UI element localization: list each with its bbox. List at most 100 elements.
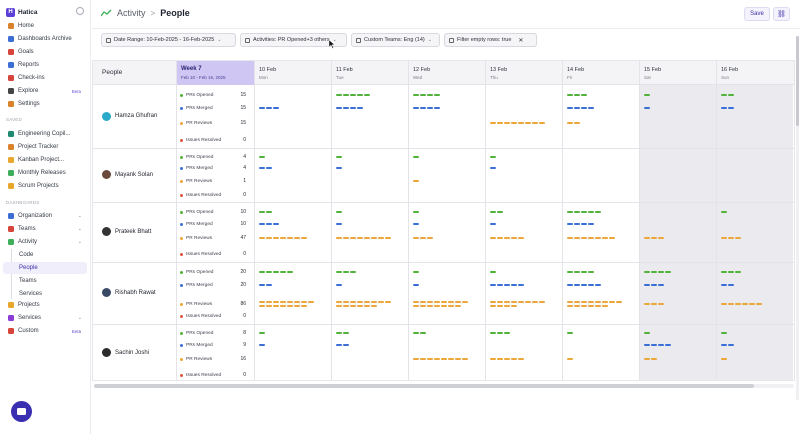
- activity-segment[interactable]: [490, 122, 496, 125]
- activity-segment[interactable]: [574, 223, 580, 226]
- activity-segment[interactable]: [266, 167, 272, 170]
- activity-segment[interactable]: [735, 237, 741, 240]
- activity-segment[interactable]: [588, 223, 594, 226]
- activity-segment[interactable]: [378, 301, 384, 304]
- activity-segment[interactable]: [567, 94, 573, 97]
- activity-segment[interactable]: [420, 305, 426, 308]
- activity-segment[interactable]: [588, 305, 594, 308]
- activity-segment[interactable]: [427, 301, 433, 304]
- activity-segment[interactable]: [504, 358, 510, 361]
- activity-segment[interactable]: [301, 301, 307, 304]
- activity-segment[interactable]: [721, 332, 727, 335]
- activity-segment[interactable]: [574, 211, 580, 214]
- activity-segment[interactable]: [413, 223, 419, 226]
- activity-segment[interactable]: [581, 271, 587, 274]
- activity-segment[interactable]: [434, 305, 440, 308]
- activity-segment[interactable]: [280, 301, 286, 304]
- activity-segment[interactable]: [490, 156, 496, 159]
- activity-segment[interactable]: [413, 284, 419, 287]
- activity-segment[interactable]: [259, 107, 265, 110]
- sidebar-item-goals[interactable]: Goals: [3, 46, 87, 58]
- activity-segment[interactable]: [378, 237, 384, 240]
- activity-segment[interactable]: [721, 344, 727, 347]
- activity-segment[interactable]: [588, 301, 594, 304]
- sidebar-item-home[interactable]: Home: [3, 20, 87, 32]
- activity-segment[interactable]: [427, 358, 433, 361]
- activity-segment[interactable]: [448, 305, 454, 308]
- activity-segment[interactable]: [420, 358, 426, 361]
- activity-segment[interactable]: [574, 107, 580, 110]
- activity-segment[interactable]: [490, 332, 496, 335]
- activity-segment[interactable]: [273, 237, 279, 240]
- activity-segment[interactable]: [280, 237, 286, 240]
- activity-segment[interactable]: [588, 107, 594, 110]
- activity-segment[interactable]: [343, 332, 349, 335]
- activity-segment[interactable]: [413, 358, 419, 361]
- activity-segment[interactable]: [497, 122, 503, 125]
- activity-segment[interactable]: [273, 107, 279, 110]
- activity-segment[interactable]: [371, 301, 377, 304]
- activity-segment[interactable]: [259, 344, 265, 347]
- activity-segment[interactable]: [525, 122, 531, 125]
- brand[interactable]: H Hatica: [6, 6, 38, 18]
- sidebar-item-dashboards-archive[interactable]: Dashboards Archive: [3, 33, 87, 45]
- activity-segment[interactable]: [728, 284, 734, 287]
- activity-segment[interactable]: [413, 180, 419, 183]
- activity-segment[interactable]: [490, 301, 496, 304]
- activity-segment[interactable]: [721, 107, 727, 110]
- activity-segment[interactable]: [532, 301, 538, 304]
- activity-segment[interactable]: [336, 271, 342, 274]
- activity-segment[interactable]: [511, 122, 517, 125]
- activity-segment[interactable]: [511, 301, 517, 304]
- sidebar-item-project-tracker[interactable]: Project Tracker: [3, 141, 87, 153]
- sidebar-item-kanban-project[interactable]: Kanban Project...: [3, 154, 87, 166]
- activity-segment[interactable]: [259, 167, 265, 170]
- activity-segment[interactable]: [413, 237, 419, 240]
- activity-segment[interactable]: [427, 94, 433, 97]
- sidebar-item-custom[interactable]: Custom Beta ⌄: [3, 325, 87, 337]
- activity-segment[interactable]: [567, 301, 573, 304]
- activity-segment[interactable]: [294, 305, 300, 308]
- activity-segment[interactable]: [294, 237, 300, 240]
- activity-segment[interactable]: [728, 271, 734, 274]
- breadcrumb-activity[interactable]: Activity: [117, 8, 146, 18]
- activity-segment[interactable]: [581, 237, 587, 240]
- activity-segment[interactable]: [574, 301, 580, 304]
- activity-segment[interactable]: [602, 237, 608, 240]
- activity-segment[interactable]: [658, 303, 664, 306]
- activity-segment[interactable]: [287, 237, 293, 240]
- sidebar-item-activity[interactable]: Activity ⌄: [3, 236, 87, 248]
- vertical-scrollbar-thumb[interactable]: [796, 36, 799, 126]
- copy-link-button[interactable]: ⛓: [773, 7, 790, 21]
- activity-segment[interactable]: [287, 271, 293, 274]
- activity-segment[interactable]: [343, 301, 349, 304]
- activity-segment[interactable]: [336, 301, 342, 304]
- activity-segment[interactable]: [273, 301, 279, 304]
- sidebar-item-reports[interactable]: Reports: [3, 59, 87, 71]
- activity-segment[interactable]: [567, 211, 573, 214]
- activity-segment[interactable]: [511, 358, 517, 361]
- activity-segment[interactable]: [497, 332, 503, 335]
- activity-segment[interactable]: [588, 211, 594, 214]
- activity-segment[interactable]: [497, 284, 503, 287]
- activity-segment[interactable]: [728, 107, 734, 110]
- activity-segment[interactable]: [574, 271, 580, 274]
- activity-segment[interactable]: [427, 237, 433, 240]
- activity-segment[interactable]: [350, 94, 356, 97]
- activity-segment[interactable]: [434, 358, 440, 361]
- activity-segment[interactable]: [651, 303, 657, 306]
- activity-segment[interactable]: [413, 211, 419, 214]
- activity-segment[interactable]: [532, 122, 538, 125]
- activity-segment[interactable]: [658, 344, 664, 347]
- activity-segment[interactable]: [462, 358, 468, 361]
- person-rishabh-rawat[interactable]: Rishabh Rawat: [102, 288, 156, 297]
- filter-custom-teams[interactable]: Custom Teams: Eng (14) ⌄: [351, 33, 440, 47]
- activity-segment[interactable]: [644, 284, 650, 287]
- activity-segment[interactable]: [644, 107, 650, 110]
- activity-segment[interactable]: [266, 223, 272, 226]
- activity-segment[interactable]: [497, 358, 503, 361]
- activity-segment[interactable]: [448, 358, 454, 361]
- activity-segment[interactable]: [497, 211, 503, 214]
- activity-segment[interactable]: [490, 223, 496, 226]
- activity-segment[interactable]: [287, 301, 293, 304]
